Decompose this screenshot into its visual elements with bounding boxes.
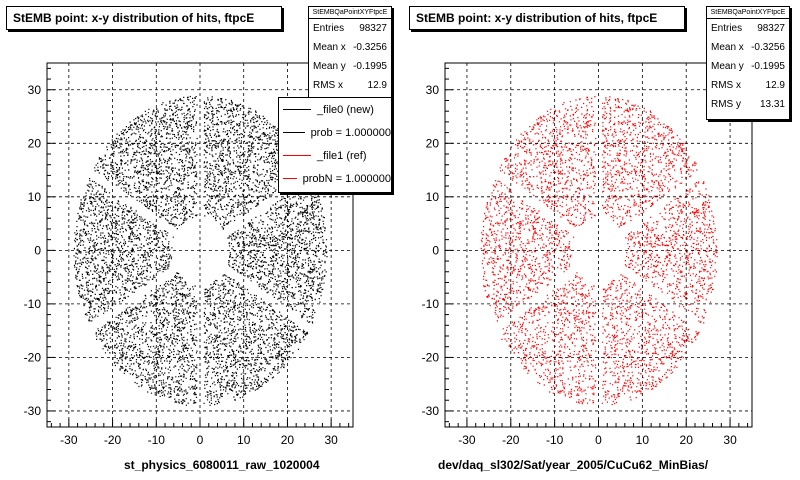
right-stats-row: Mean x -0.3256 (707, 38, 789, 57)
stat-value: 13.31 (759, 99, 785, 110)
legend-line-icon (283, 178, 297, 179)
right-stats-box: StEMBQaPointXYFtpcE Entries 98327 Mean x-… (706, 6, 790, 120)
x-tick-label: 0 (595, 433, 602, 447)
stat-label: RMS x (711, 80, 741, 91)
stat-label: Entries (711, 23, 743, 34)
right-stats-row: Entries 98327 (707, 19, 789, 38)
scatter-points (480, 96, 718, 406)
right-x-axis-title: dev/daq_sl302/Sat/year_2005/CuCu62_MinBi… (438, 458, 709, 472)
stat-value: -0.1995 (751, 61, 785, 72)
left-stats-header: StEMBQaPointXYFtpcE (309, 7, 391, 19)
stat-label: Mean y (313, 61, 346, 72)
legend-line-icon (283, 155, 311, 156)
stat-label: RMS x (313, 80, 343, 91)
y-tick-label: 0 (34, 243, 41, 257)
x-tick-label: 30 (324, 433, 338, 447)
x-tick-label: -10 (148, 433, 166, 447)
stat-label: Mean x (313, 42, 346, 53)
plot-panel-1: -30 -20 -10 0 10 20 30 -30 -20 -10 0 10 20 30 (422, 62, 753, 447)
y-tick-label: -20 (422, 350, 440, 364)
y-tick-label: -10 (24, 297, 42, 311)
stat-label: Mean y (711, 61, 744, 72)
x-tick-label: 10 (237, 433, 251, 447)
legend-label: _file0 (new) (317, 103, 374, 116)
legend-entry: _file0 (new) (279, 98, 391, 121)
legend-entry: _file1 (ref) (279, 144, 391, 167)
right-stats-row: Mean y -0.1995 (707, 57, 789, 76)
y-tick-label: 0 (432, 243, 439, 257)
legend-label: probN = 1.000000 (302, 172, 391, 185)
y-tick-label: -20 (24, 350, 42, 364)
legend-label: _file1 (ref) (317, 149, 367, 162)
scatter-points (73, 95, 328, 406)
right-stats-row: RMS x 12.9 (707, 76, 789, 95)
stat-label: Mean x (711, 42, 744, 53)
y-tick-label: -30 (422, 404, 440, 418)
right-stats-row: RMS y 13.31 (707, 95, 789, 114)
left-x-axis-title: st_physics_6080011_raw_1020004 (124, 458, 320, 472)
stat-value: 98327 (359, 23, 387, 34)
x-tick-label: -30 (458, 433, 476, 447)
y-tick-label: 30 (426, 83, 440, 97)
right-stats-header: StEMBQaPointXYFtpcE (707, 7, 789, 19)
left-stats-box: StEMBQaPointXYFtpcE Entries 98327 Mean x-… (308, 6, 392, 98)
legend-line-icon (283, 109, 311, 110)
left-stats-row: Mean x -0.3256 (309, 38, 391, 57)
x-tick-label: 10 (636, 433, 650, 447)
x-tick-label: -20 (104, 433, 122, 447)
stat-value: 12.9 (765, 80, 785, 91)
y-tick-label: 10 (426, 190, 440, 204)
y-tick-label: 10 (28, 190, 42, 204)
x-tick-label: 0 (197, 433, 204, 447)
stat-value: 12.9 (367, 80, 387, 91)
left-stats-row: Mean y -0.1995 (309, 57, 391, 76)
left-stats-row: Entries 98327 (309, 19, 391, 38)
stat-value: -0.1995 (353, 61, 387, 72)
legend-entry: probN = 1.000000 (279, 167, 391, 190)
x-tick-label: -20 (502, 433, 520, 447)
y-tick-label: -30 (24, 404, 42, 418)
y-tick-label: -10 (422, 297, 440, 311)
y-tick-label: 20 (28, 136, 42, 150)
x-tick-label: 20 (281, 433, 295, 447)
legend-entry: prob = 1.000000 (279, 121, 391, 144)
legend-line-icon (283, 132, 305, 133)
stat-value: -0.3256 (751, 42, 785, 53)
x-tick-label: -30 (60, 433, 78, 447)
stat-value: 98327 (757, 23, 785, 34)
y-tick-label: 30 (28, 83, 42, 97)
stat-label: RMS y (711, 99, 741, 110)
legend-box: _file0 (new) prob = 1.000000 _file1 (ref… (278, 97, 392, 193)
stat-value: -0.3256 (353, 42, 387, 53)
stat-label: Entries (313, 23, 345, 34)
right-title: StEMB point: x-y distribution of hits, f… (409, 6, 685, 30)
left-title: StEMB point: x-y distribution of hits, f… (6, 6, 282, 30)
y-tick-label: 20 (426, 136, 440, 150)
x-tick-label: 30 (723, 433, 737, 447)
x-tick-label: -10 (546, 433, 564, 447)
x-tick-label: 20 (680, 433, 694, 447)
legend-label: prob = 1.000000 (310, 126, 391, 139)
left-stats-row: RMS x 12.9 (309, 76, 391, 95)
